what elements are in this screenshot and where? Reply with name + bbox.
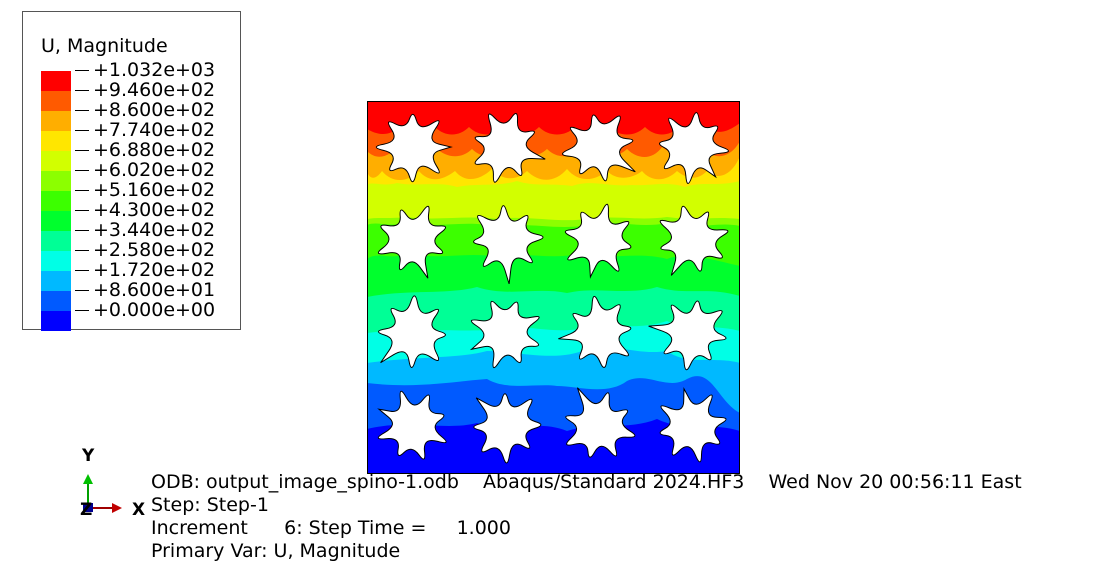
- legend-row: +7.740e+02: [75, 119, 216, 141]
- viewport-info: ODB: output_image_spino-1.odb Abaqus/Sta…: [151, 471, 1022, 563]
- legend-label: +4.300e+02: [93, 199, 216, 221]
- legend-row: +3.440e+02: [75, 219, 216, 241]
- legend-row: +5.160e+02: [75, 179, 216, 201]
- legend-tick: [75, 129, 89, 131]
- contour-plot[interactable]: [367, 101, 740, 474]
- legend-row: +1.720e+02: [75, 259, 216, 281]
- hole: [659, 112, 729, 184]
- legend-label: +1.032e+03: [93, 59, 216, 81]
- legend-label: +8.600e+01: [93, 279, 216, 301]
- hole: [473, 205, 544, 285]
- legend: U, Magnitude +1.032e+03 +9.460e+02 +8.600e…: [22, 11, 241, 331]
- legend-color-bar: [41, 71, 71, 331]
- legend-label: +0.000e+00: [93, 299, 216, 321]
- odb-line: ODB: output_image_spino-1.odb Abaqus/Sta…: [151, 471, 1022, 493]
- step-line: Step: Step-1: [151, 494, 269, 516]
- legend-label: +6.880e+02: [93, 139, 216, 161]
- legend-swatch: [41, 131, 71, 151]
- primary-var-line: Primary Var: U, Magnitude: [151, 540, 401, 562]
- legend-tick: [75, 229, 89, 231]
- legend-tick: [75, 269, 89, 271]
- legend-swatch: [41, 311, 71, 331]
- legend-tick: [75, 89, 89, 91]
- legend-tick: [75, 289, 89, 291]
- x-arrow-icon: [112, 503, 122, 513]
- hole: [648, 300, 727, 371]
- y-arrow-icon: [83, 474, 93, 484]
- legend-label: +7.740e+02: [93, 119, 216, 141]
- legend-title: U, Magnitude: [41, 35, 168, 57]
- legend-swatch: [41, 151, 71, 171]
- legend-swatch: [41, 191, 71, 211]
- hole: [375, 113, 453, 183]
- legend-tick: [75, 169, 89, 171]
- legend-swatch: [41, 211, 71, 231]
- triad-x-label: X: [132, 500, 145, 520]
- legend-row: +6.020e+02: [75, 159, 216, 181]
- z-axis-icon: [83, 503, 93, 512]
- hole: [473, 393, 542, 464]
- legend-label: +3.440e+02: [93, 219, 216, 241]
- legend-swatch: [41, 71, 71, 91]
- legend-swatch: [41, 231, 71, 251]
- legend-swatch: [41, 171, 71, 191]
- legend-tick: [75, 309, 89, 311]
- increment-line: Increment 6: Step Time = 1.000: [151, 517, 511, 539]
- hole: [659, 387, 727, 463]
- legend-label: +6.020e+02: [93, 159, 216, 181]
- legend-row: +8.600e+01: [75, 279, 216, 301]
- legend-label: +8.600e+02: [93, 99, 216, 121]
- hole: [469, 300, 540, 369]
- legend-row: +9.460e+02: [75, 79, 216, 101]
- holes-group: [375, 112, 729, 464]
- legend-swatch: [41, 91, 71, 111]
- hole: [659, 205, 729, 276]
- hole: [377, 205, 446, 279]
- legend-tick: [75, 189, 89, 191]
- legend-swatch: [41, 111, 71, 131]
- legend-row: +8.600e+02: [75, 99, 216, 121]
- legend-label: +9.460e+02: [93, 79, 216, 101]
- legend-label: +1.720e+02: [93, 259, 216, 281]
- view-triad: Y Z X: [80, 446, 145, 520]
- legend-tick: [75, 109, 89, 111]
- legend-row: +6.880e+02: [75, 139, 216, 161]
- legend-swatch: [41, 251, 71, 271]
- triad-z-label: Z: [80, 500, 92, 520]
- hole: [562, 114, 636, 182]
- hole: [564, 203, 632, 279]
- legend-tick: [75, 209, 89, 211]
- hole: [377, 390, 447, 460]
- legend-row: +2.580e+02: [75, 239, 216, 261]
- legend-labels: +1.032e+03 +9.460e+02 +8.600e+02 +7.740e+02…: [75, 59, 216, 321]
- legend-swatch: [41, 291, 71, 311]
- band-red: [367, 101, 740, 135]
- legend-label: +2.580e+02: [93, 239, 216, 261]
- legend-label: +5.160e+02: [93, 179, 216, 201]
- hole: [558, 295, 632, 369]
- hole: [474, 113, 546, 183]
- hole: [378, 295, 446, 368]
- legend-row: +0.000e+00: [75, 299, 216, 321]
- legend-tick: [75, 69, 89, 71]
- legend-tick: [75, 149, 89, 151]
- legend-tick: [75, 249, 89, 251]
- triad-y-label: Y: [81, 446, 95, 466]
- legend-row: +4.300e+02: [75, 199, 216, 221]
- hole: [565, 387, 636, 458]
- legend-row: +1.032e+03: [75, 59, 216, 81]
- legend-swatch: [41, 271, 71, 291]
